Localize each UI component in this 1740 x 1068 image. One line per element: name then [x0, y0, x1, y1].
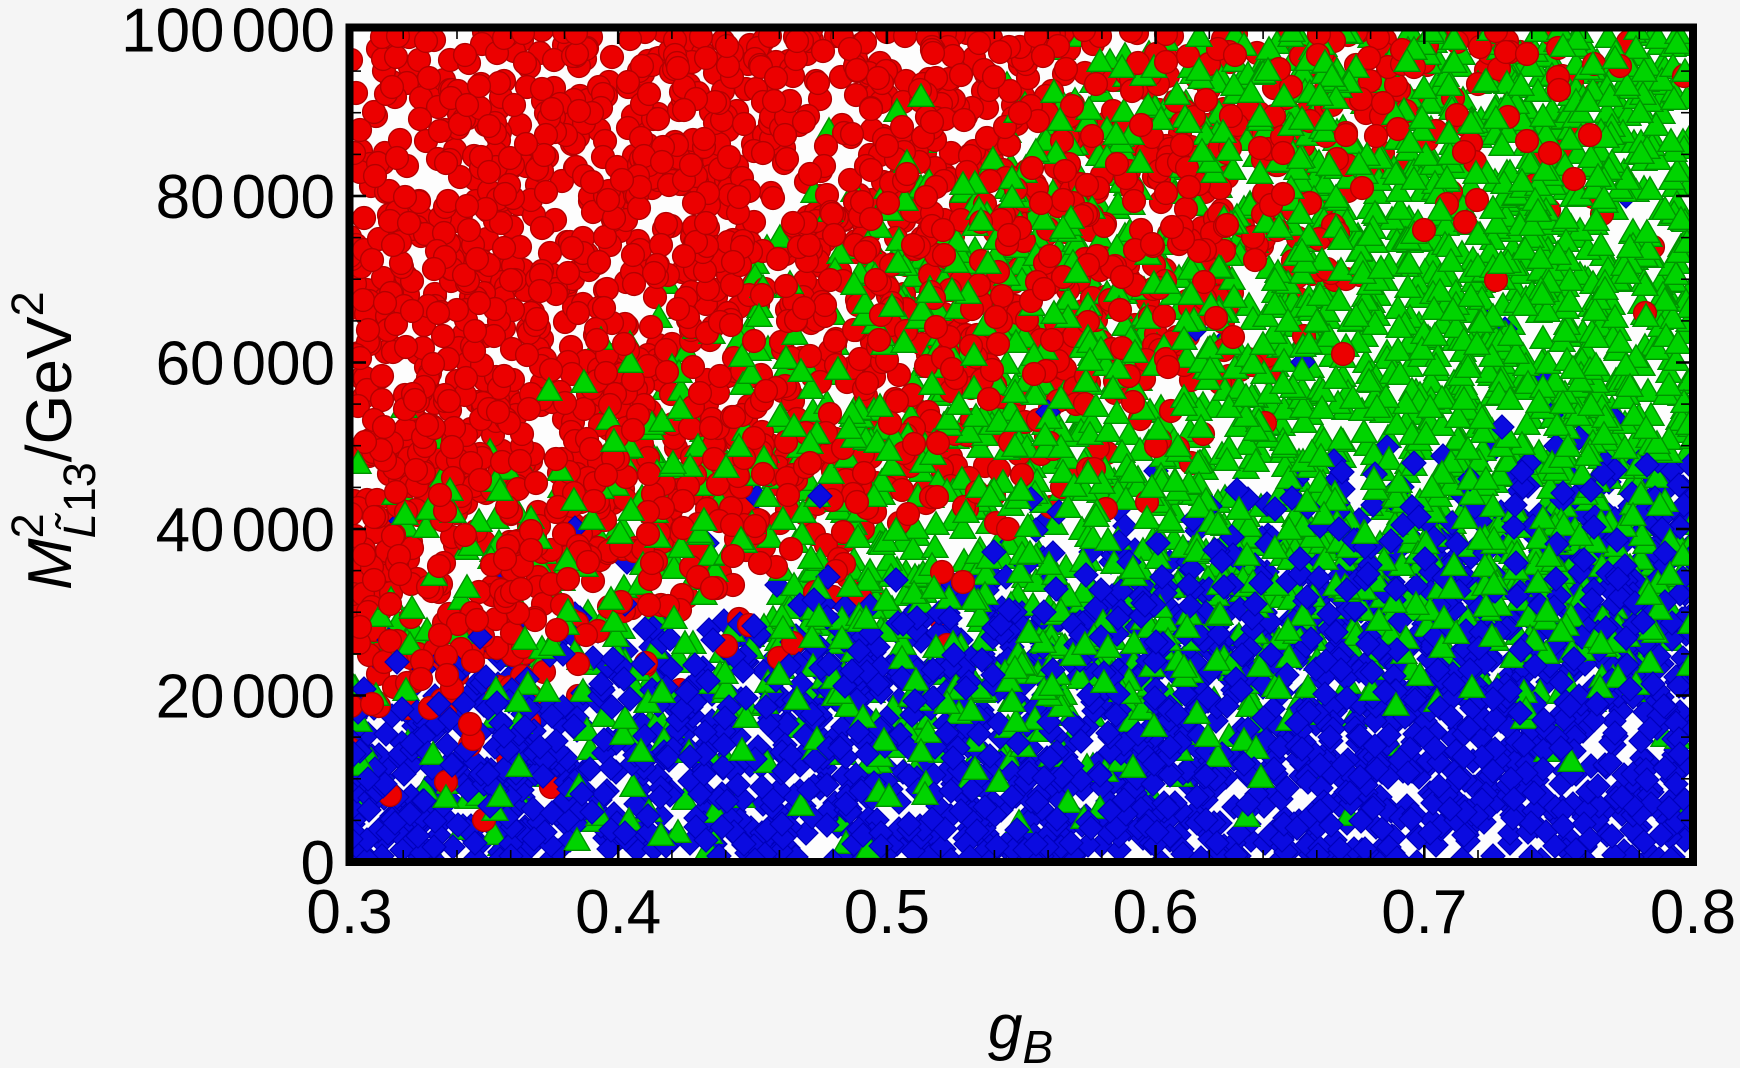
svg-text:0.6: 0.6 [1112, 878, 1198, 947]
svg-text:0: 0 [301, 829, 335, 898]
svg-text:0.4: 0.4 [575, 878, 661, 947]
svg-text:0.8: 0.8 [1650, 878, 1736, 947]
svg-text:M2L̃13/GeV2: M2L̃13/GeV2 [2, 291, 105, 590]
svg-text:0.3: 0.3 [306, 878, 392, 947]
svg-text:0.5: 0.5 [844, 878, 930, 947]
svg-text:0.7: 0.7 [1381, 878, 1467, 947]
svg-text:gB: gB [988, 993, 1053, 1068]
